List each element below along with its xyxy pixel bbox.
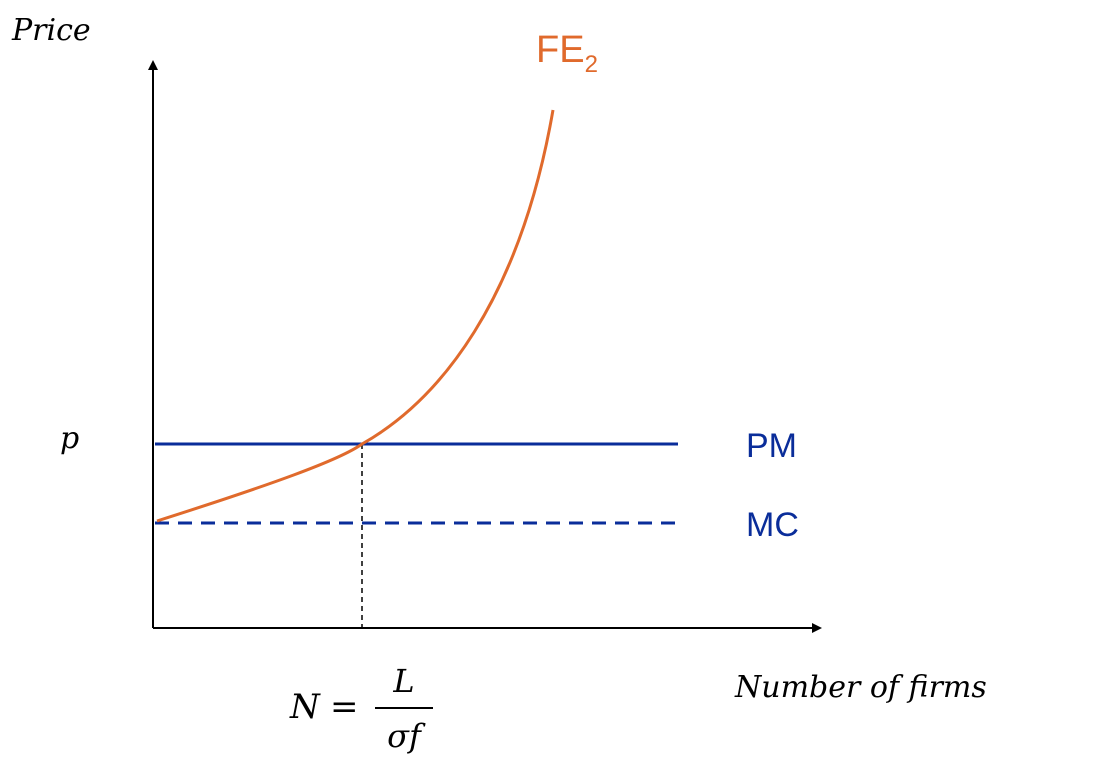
fe-label-main: FE	[536, 29, 585, 71]
price-label: p	[60, 421, 79, 456]
equilibrium-formula: N = L σf	[289, 662, 433, 755]
pm-label: PM	[746, 427, 797, 465]
formula-denominator: σf	[387, 717, 426, 755]
formula-equals: =	[330, 687, 359, 727]
x-axis-label: Number of firms	[734, 670, 987, 705]
formula-lhs: N	[289, 687, 321, 727]
mc-label: MC	[746, 506, 799, 544]
fe-label: FE2	[536, 29, 598, 78]
fe-label-subscript: 2	[585, 51, 598, 78]
formula-numerator: L	[392, 662, 414, 700]
fe-curve	[156, 109, 555, 523]
y-axis-label: Price	[11, 13, 91, 48]
